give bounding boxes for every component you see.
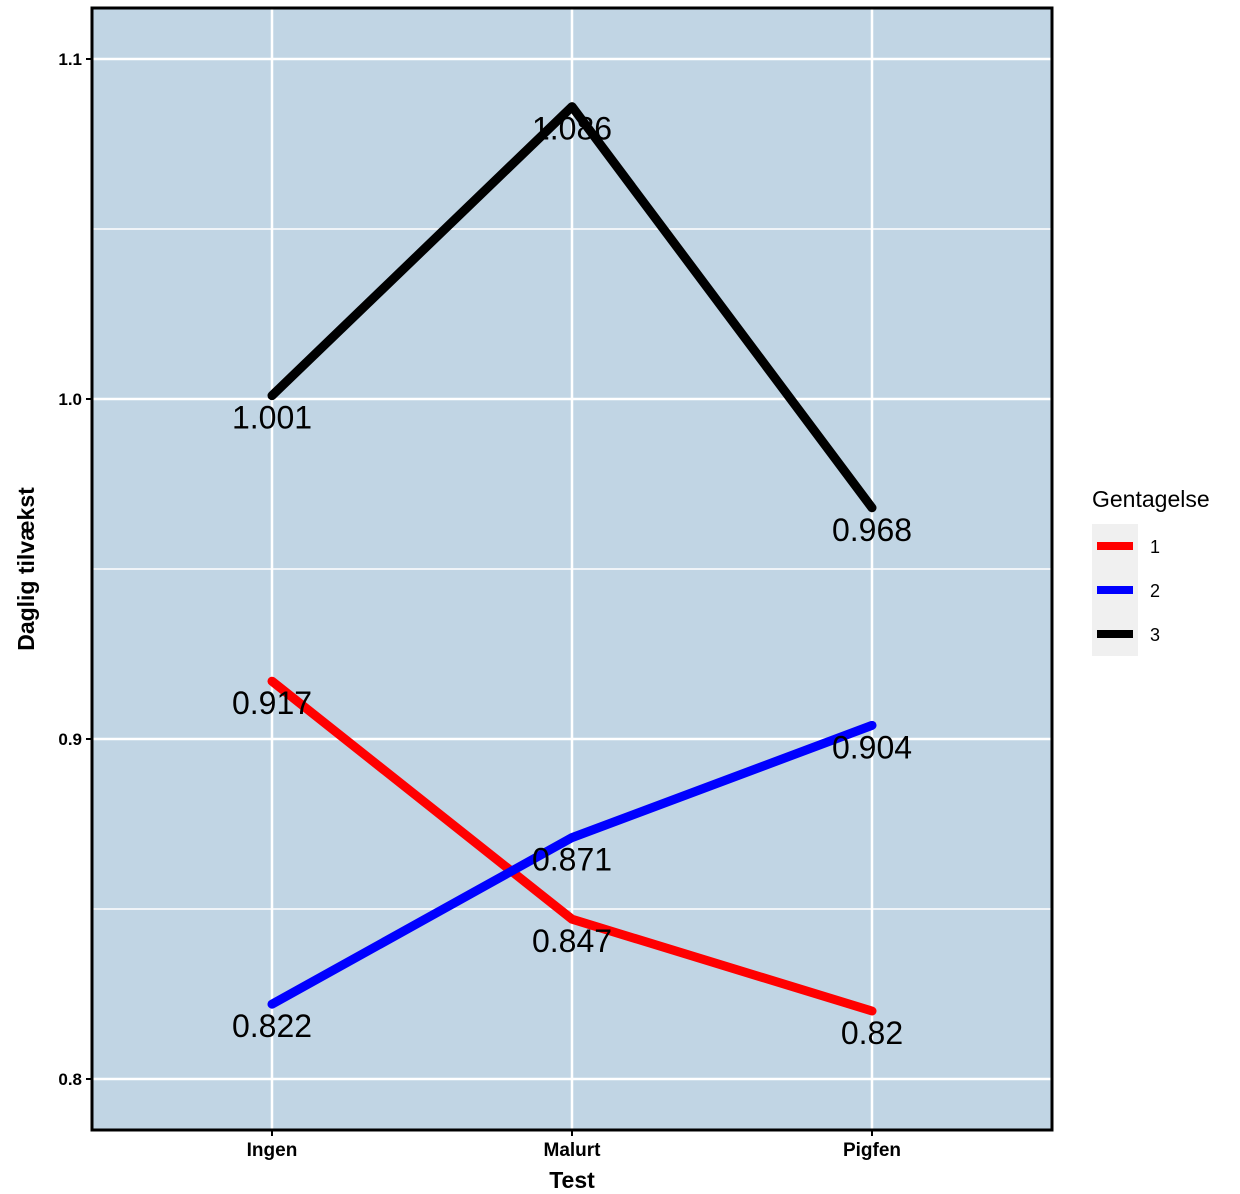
legend-items: 1 2 3 <box>1097 537 1160 645</box>
data-label: 1.001 <box>232 400 312 436</box>
data-label: 0.822 <box>232 1008 312 1044</box>
data-label: 0.904 <box>832 729 912 765</box>
x-axis-title: Test <box>549 1167 595 1193</box>
x-tick-label: Ingen <box>247 1140 298 1161</box>
y-tick-label: 1.0 <box>58 390 82 409</box>
legend-label: 3 <box>1150 625 1160 645</box>
data-label: 0.847 <box>532 923 612 959</box>
legend-label: 2 <box>1150 581 1160 601</box>
y-tick-label: 0.9 <box>58 730 82 749</box>
data-label: 0.917 <box>232 685 312 721</box>
y-axis-title: Daglig tilvækst <box>13 487 39 651</box>
data-labels: 0.917 0.847 0.82 0.822 0.871 0.904 1.001 1.086 0… <box>232 111 912 1051</box>
data-label: 0.82 <box>841 1015 903 1051</box>
series-lines <box>267 102 877 1016</box>
data-label: 1.086 <box>532 111 612 147</box>
data-label: 0.968 <box>832 512 912 548</box>
y-tick-label: 1.1 <box>58 50 82 69</box>
series-line-1 <box>267 676 877 1016</box>
x-tick-label: Pigfen <box>843 1140 901 1161</box>
legend-title: Gentagelse <box>1092 486 1210 512</box>
series-line-3 <box>267 102 877 513</box>
legend: Gentagelse 1 2 3 <box>1092 486 1210 656</box>
series-line-2 <box>267 720 877 1009</box>
data-label: 0.871 <box>532 842 612 878</box>
y-axis-ticks: 0.8 0.9 1.0 1.1 <box>58 50 92 1089</box>
legend-label: 1 <box>1150 537 1160 557</box>
x-tick-label: Malurt <box>544 1140 602 1161</box>
major-gridlines <box>92 8 1052 1130</box>
x-axis-ticks: Ingen Malurt Pigfen <box>247 1130 901 1161</box>
y-tick-label: 0.8 <box>58 1070 82 1089</box>
